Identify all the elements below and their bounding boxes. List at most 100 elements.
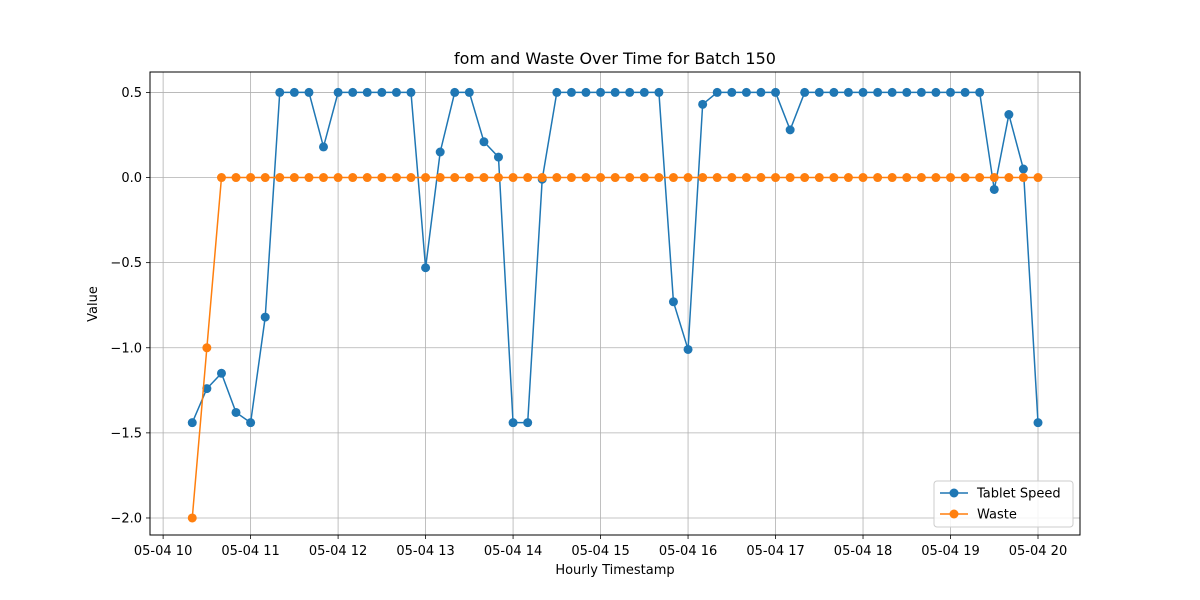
data-point [785, 173, 795, 183]
data-point [508, 418, 518, 428]
data-point [902, 173, 912, 183]
data-point [216, 368, 226, 378]
data-point [946, 87, 956, 97]
legend-marker [949, 488, 959, 498]
data-point [435, 173, 445, 183]
data-point [1033, 418, 1043, 428]
legend-marker [949, 509, 959, 519]
data-point [785, 125, 795, 135]
data-point [275, 173, 285, 183]
data-point [1004, 110, 1014, 120]
data-point [1018, 173, 1028, 183]
data-point [318, 173, 328, 183]
x-axis-label: Hourly Timestamp [555, 563, 674, 578]
data-point [800, 173, 810, 183]
data-point [187, 418, 197, 428]
data-point [843, 173, 853, 183]
y-tick-label: −1.5 [110, 426, 142, 441]
data-point [362, 173, 372, 183]
data-point [814, 173, 824, 183]
data-point [493, 173, 503, 183]
data-point [581, 173, 591, 183]
data-point [450, 173, 460, 183]
data-point [246, 173, 256, 183]
y-tick-label: 0.5 [121, 86, 142, 101]
data-point [318, 142, 328, 152]
data-point [829, 87, 839, 97]
data-point [902, 87, 912, 97]
data-point [771, 87, 781, 97]
data-point [216, 173, 226, 183]
data-point [566, 87, 576, 97]
data-point [391, 87, 401, 97]
data-point [450, 87, 460, 97]
data-point [391, 173, 401, 183]
data-point [421, 263, 431, 273]
data-point [202, 384, 212, 394]
data-point [698, 173, 708, 183]
legend: Tablet Speed Waste [933, 480, 1074, 528]
data-point [348, 87, 358, 97]
data-point [275, 87, 285, 97]
data-point [873, 87, 883, 97]
data-point [712, 87, 722, 97]
data-point [333, 87, 343, 97]
data-point [552, 173, 562, 183]
data-point [1018, 164, 1028, 174]
data-point [625, 87, 635, 97]
data-point [931, 173, 941, 183]
data-point [377, 173, 387, 183]
data-point [654, 87, 664, 97]
data-point [741, 173, 751, 183]
data-point [800, 87, 810, 97]
data-point [639, 173, 649, 183]
x-tick-label: 05-04 13 [396, 544, 454, 559]
data-point [887, 87, 897, 97]
series-layer [187, 87, 1043, 523]
data-point [887, 173, 897, 183]
data-point [727, 173, 737, 183]
grid [150, 72, 1080, 535]
y-tick-label: −0.5 [110, 256, 142, 271]
data-point [727, 87, 737, 97]
data-point [493, 152, 503, 162]
data-point [668, 173, 678, 183]
data-point [596, 87, 606, 97]
data-point [508, 173, 518, 183]
data-point [625, 173, 635, 183]
data-point [523, 173, 533, 183]
data-point [916, 87, 926, 97]
data-point [698, 99, 708, 109]
series-line-1 [191, 91, 1039, 424]
data-point [989, 173, 999, 183]
data-point [756, 173, 766, 183]
data-point [960, 87, 970, 97]
data-point [435, 147, 445, 157]
data-point [479, 173, 489, 183]
data-point [683, 173, 693, 183]
data-point [873, 173, 883, 183]
y-tick-label: −1.0 [110, 341, 142, 356]
data-point [187, 513, 197, 523]
legend-label: Tablet Speed [976, 487, 1061, 502]
data-point [260, 173, 270, 183]
data-point [771, 173, 781, 183]
x-tick-label: 05-04 15 [571, 544, 629, 559]
x-tick-label: 05-04 19 [921, 544, 979, 559]
data-point [975, 87, 985, 97]
data-point [931, 87, 941, 97]
data-point [260, 312, 270, 322]
data-point [464, 173, 474, 183]
x-tick-label: 05-04 16 [659, 544, 717, 559]
data-point [421, 173, 431, 183]
data-point [668, 297, 678, 307]
data-point [756, 87, 766, 97]
x-tick-label: 05-04 18 [834, 544, 892, 559]
data-point [829, 173, 839, 183]
y-tick-label: −2.0 [110, 511, 142, 526]
plot-frame [149, 71, 1081, 536]
data-point [406, 173, 416, 183]
data-point [610, 87, 620, 97]
